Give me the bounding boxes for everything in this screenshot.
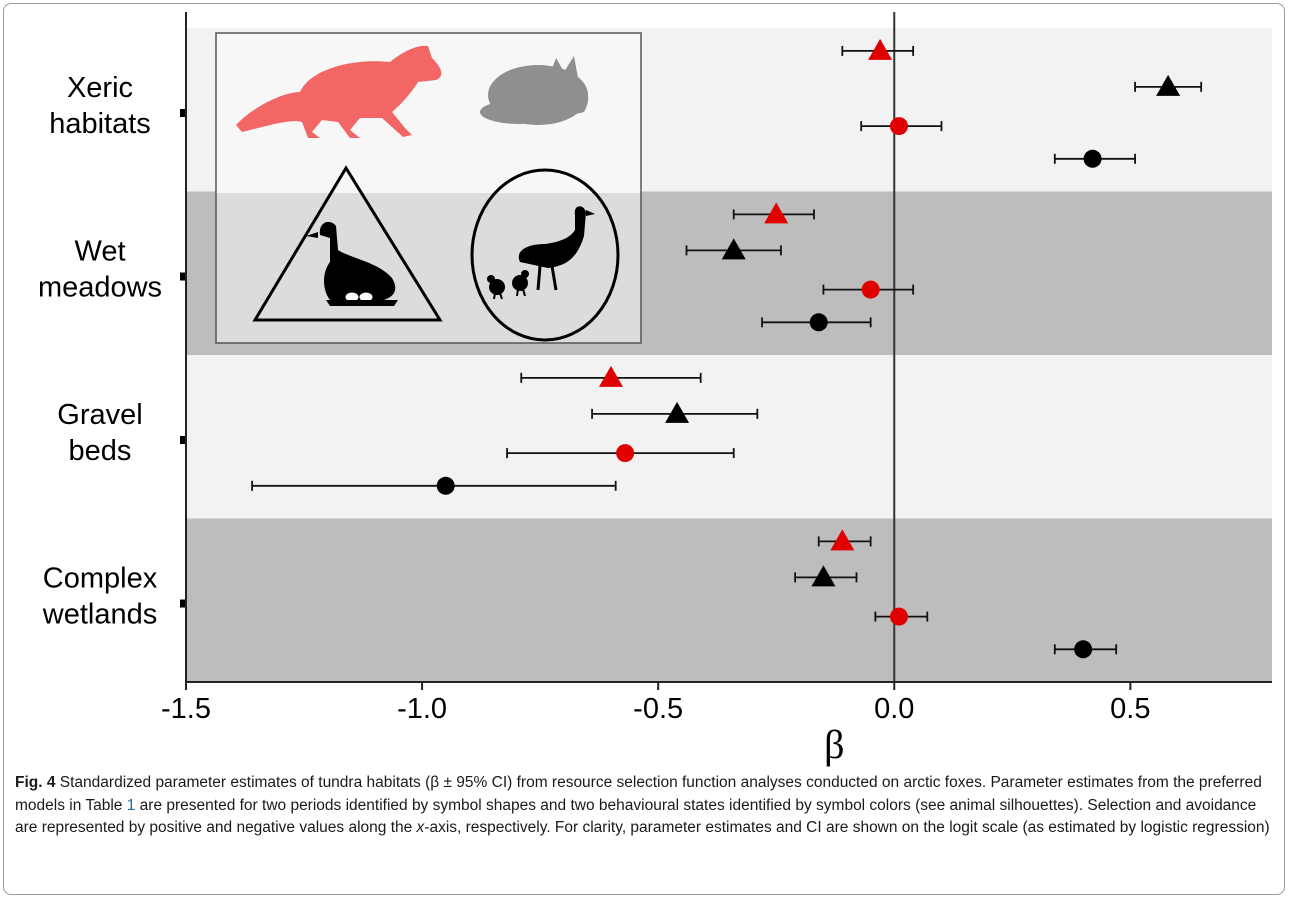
triangle-marker — [764, 202, 789, 224]
chart-plot: -1.5 -1.0 -0.5 0.0 0.5 Xeric habitats Wet meado… — [38, 12, 1272, 767]
triangle-marker — [1156, 74, 1181, 96]
category-label: Wet meadows — [38, 236, 162, 304]
circle-marker — [889, 117, 908, 136]
circle-marker — [616, 444, 635, 463]
goose-on-nest-triangle-icon — [252, 165, 443, 322]
triangle-marker — [721, 238, 746, 260]
x-axis-title: β — [824, 722, 844, 767]
point-circ_red-1 — [822, 280, 915, 299]
circle-marker — [1083, 149, 1102, 168]
point-tri_red-2 — [520, 365, 702, 387]
red-fox-silhouette-icon — [236, 45, 442, 138]
caption-italic-axis: x — [416, 819, 425, 836]
arctic-fox-silhouette-icon — [480, 56, 589, 125]
x-tick-label: -1.5 — [161, 693, 211, 725]
y-tick-mark — [180, 599, 185, 608]
point-circ_red-3 — [874, 607, 929, 626]
point-tri_black-1 — [685, 238, 782, 260]
caption-text-part2: are presented for two periods identified… — [15, 796, 1257, 837]
x-tick-label: -0.5 — [633, 693, 683, 725]
y-tick-mark — [180, 436, 185, 445]
triangle-marker — [830, 529, 855, 551]
caption-text-part3: -axis, respectively. For clarity, parame… — [424, 819, 1270, 836]
y-tick-mark — [180, 272, 185, 281]
point-tri_red-0 — [841, 38, 915, 60]
point-circ_red-0 — [860, 117, 943, 136]
triangle-marker — [665, 401, 690, 423]
point-tri_black-0 — [1134, 74, 1203, 96]
caption-table-link[interactable]: 1 — [126, 796, 136, 814]
x-tick-label: 0.5 — [1110, 693, 1150, 725]
circle-marker — [861, 280, 880, 299]
figure-caption: Fig. 4 Standardized parameter estimates … — [15, 772, 1270, 840]
category-label: Gravel beds — [57, 399, 142, 467]
caption-figure-label: Fig. 4 — [15, 774, 56, 791]
point-tri_black-3 — [794, 565, 858, 587]
circle-marker — [436, 476, 455, 495]
point-circ_black-2 — [251, 476, 617, 495]
category-band — [186, 355, 1272, 519]
category-band — [186, 518, 1272, 682]
legend-inset — [215, 32, 642, 344]
circle-marker — [1074, 640, 1093, 659]
point-tri_red-3 — [817, 529, 872, 551]
point-circ_red-2 — [506, 444, 735, 463]
point-circ_black-3 — [1053, 640, 1118, 659]
x-tick-label: -1.0 — [397, 693, 447, 725]
category-label: Xeric habitats — [49, 72, 151, 140]
caption-text-part1: Standardized parameter estimates of tund… — [15, 774, 1262, 814]
triangle-marker — [598, 365, 623, 387]
y-tick-mark — [180, 109, 185, 118]
point-circ_black-0 — [1053, 149, 1136, 168]
triangle-marker — [811, 565, 836, 587]
point-circ_black-1 — [761, 313, 872, 332]
point-tri_black-2 — [591, 401, 759, 423]
point-tri_red-1 — [732, 202, 815, 224]
x-tick-label: 0.0 — [874, 693, 914, 725]
circle-marker — [889, 607, 908, 626]
category-label: Complex wetlands — [42, 563, 158, 631]
triangle-marker — [868, 38, 893, 60]
goose-with-goslings-circle-icon — [470, 168, 620, 342]
circle-marker — [809, 313, 828, 332]
